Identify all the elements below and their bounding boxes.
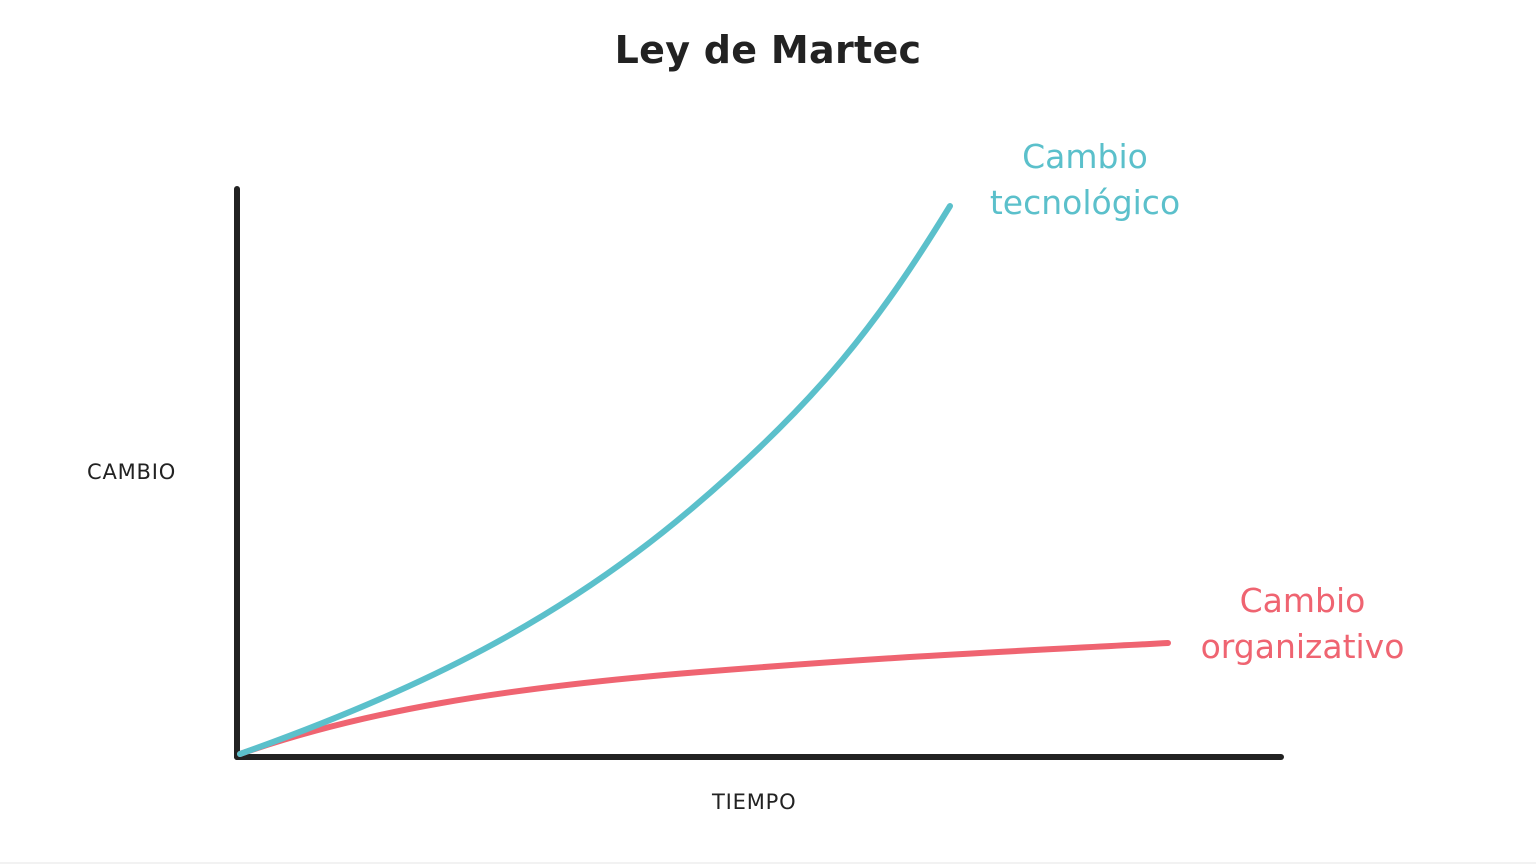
technological-label-line2: tecnológico xyxy=(989,183,1181,222)
technological-label-line1: Cambio xyxy=(1022,137,1148,176)
x-axis-label: TIEMPO xyxy=(712,790,797,814)
organizational-label-line2: organizativo xyxy=(1200,627,1405,666)
organizational-change-curve xyxy=(237,640,1171,757)
technological-change-label: Cambio tecnológico xyxy=(965,134,1205,226)
technological-change-curve xyxy=(237,203,953,757)
chart-title: Ley de Martec xyxy=(614,28,922,72)
organizational-label-line1: Cambio xyxy=(1239,581,1366,620)
organizational-change-label: Cambio organizativo xyxy=(1180,578,1425,670)
y-axis-label: CAMBIO xyxy=(87,460,177,484)
bottom-border xyxy=(0,862,1536,864)
